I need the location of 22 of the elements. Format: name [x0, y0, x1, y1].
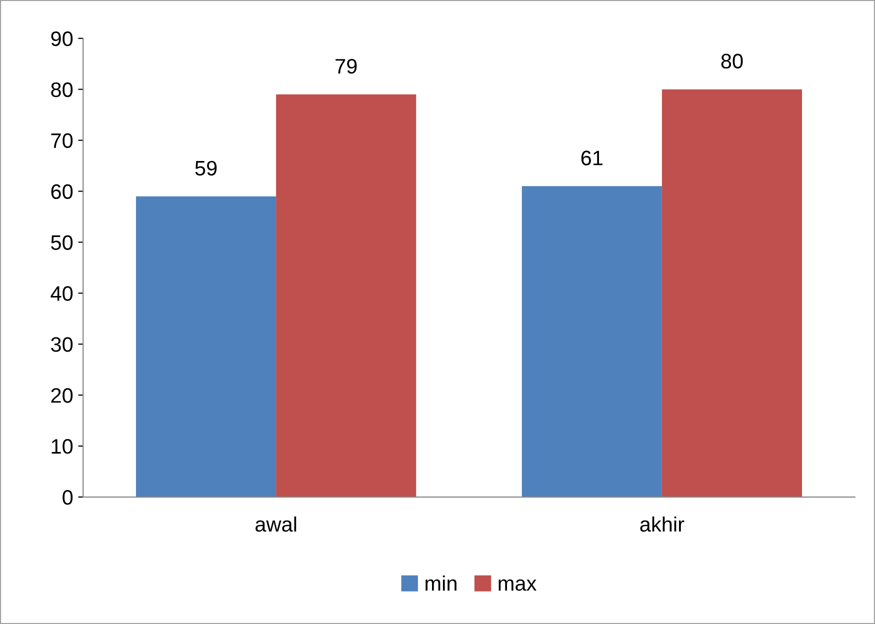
- data-label: 79: [336, 58, 357, 74]
- data-label: 59: [195, 160, 217, 176]
- y-tick-label: 80: [51, 82, 73, 98]
- legend-label: max: [498, 579, 536, 591]
- bar: [662, 89, 802, 498]
- y-tick-label: 70: [51, 133, 73, 148]
- y-tick-label: 30: [51, 337, 73, 352]
- y-tick-label: 0: [62, 490, 73, 505]
- x-tick-label: awal: [256, 516, 296, 532]
- y-tick-label: 40: [50, 286, 73, 301]
- y-tick-label: 50: [51, 235, 73, 250]
- bar: [276, 94, 416, 498]
- bar: [136, 196, 276, 498]
- legend-label: min: [426, 576, 456, 591]
- y-tick-label: 10: [52, 439, 73, 454]
- bar: [522, 186, 662, 498]
- data-label: 80: [721, 54, 743, 69]
- y-tick-label: 90: [51, 31, 73, 46]
- y-tick-label: 60: [51, 184, 73, 200]
- x-tick-label: akhir: [640, 516, 684, 532]
- y-tick-label: 20: [51, 388, 73, 403]
- data-label: 61: [581, 150, 602, 166]
